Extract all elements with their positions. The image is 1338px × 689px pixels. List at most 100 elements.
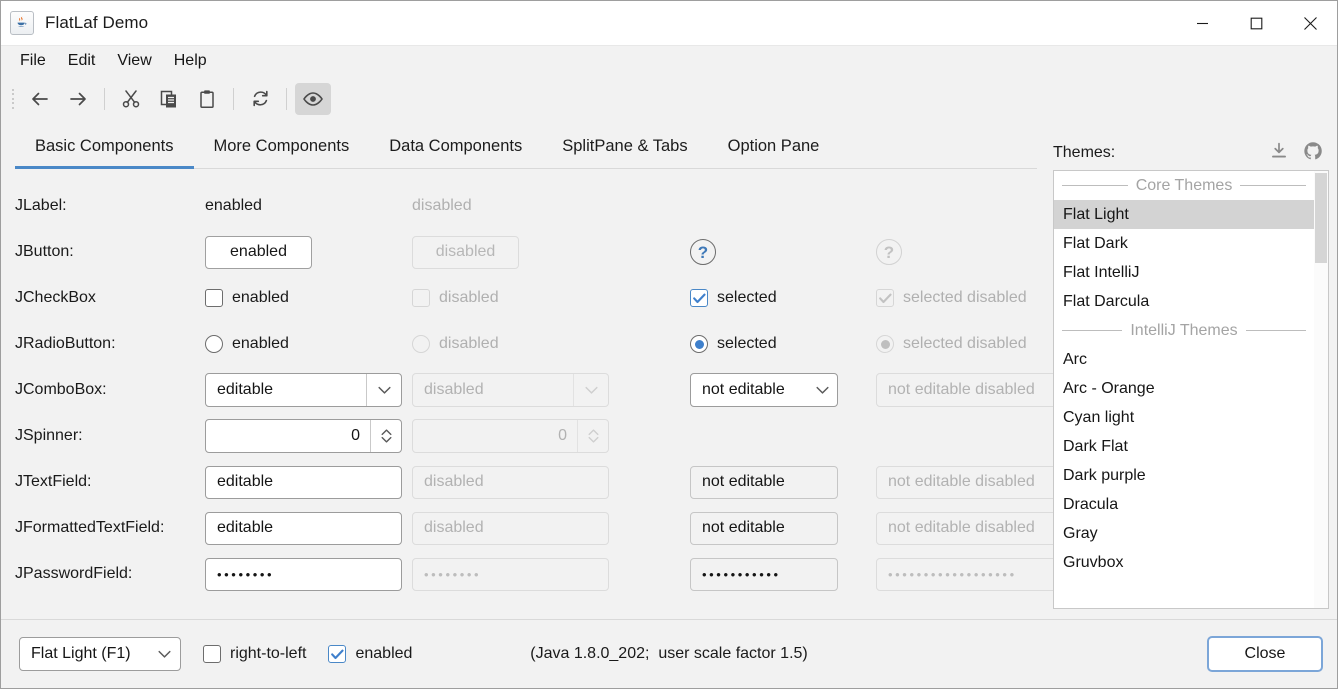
radio-disabled-label: disabled <box>439 335 499 352</box>
textfield-not-editable[interactable]: not editable <box>690 465 838 499</box>
right-to-left-checkbox[interactable]: right-to-left <box>203 645 306 663</box>
toolbar-drag-handle[interactable] <box>8 86 18 112</box>
spinner-stepper-icon <box>577 420 608 452</box>
menu-item-edit[interactable]: Edit <box>67 51 96 69</box>
list-item-flat-light[interactable]: Flat Light <box>1054 200 1314 229</box>
checkbox-disabled: disabled <box>412 289 690 307</box>
combobox-disabled: disabled <box>412 373 609 407</box>
checkbox-selected-label: selected <box>717 289 777 306</box>
menu-item-file[interactable]: File <box>20 51 46 69</box>
combobox-editable[interactable]: editable <box>205 373 402 407</box>
themes-list-items: Core Themes Flat Light Flat Dark Flat In… <box>1054 171 1314 608</box>
jbutton-enabled[interactable]: enabled <box>205 235 312 269</box>
theme-select-dropdown[interactable]: Flat Light (F1) <box>19 637 181 671</box>
radio-selected-icon <box>690 335 708 353</box>
list-item-dracula[interactable]: Dracula <box>1063 495 1119 513</box>
formattedfield-not-editable[interactable]: not editable <box>690 511 838 545</box>
menu-item-view[interactable]: View <box>117 51 152 69</box>
refresh-icon[interactable] <box>242 83 278 115</box>
close-button[interactable]: Close <box>1207 636 1323 672</box>
right-to-left-label: right-to-left <box>230 645 307 662</box>
bottom-bar: Flat Light (F1) right-to-left enabled (J… <box>1 619 1337 688</box>
maximize-icon[interactable] <box>1229 1 1283 45</box>
combobox-not-editable[interactable]: not editable <box>690 373 838 407</box>
jcheckbox-row-label: JCheckBox <box>15 289 96 306</box>
checkbox-disabled-label: disabled <box>439 289 499 306</box>
radio-icon <box>205 335 223 353</box>
radio-enabled[interactable]: enabled <box>205 335 412 353</box>
themes-list-scrollbar[interactable] <box>1314 171 1328 608</box>
eye-icon[interactable] <box>295 82 331 115</box>
passwordfield-disabled: •••••••• <box>412 557 609 591</box>
radio-disabled: disabled <box>412 335 690 353</box>
list-item-arc-orange[interactable]: Arc - Orange <box>1063 379 1155 397</box>
window-controls <box>1175 1 1337 45</box>
github-icon[interactable] <box>1303 141 1323 166</box>
minimize-icon[interactable] <box>1175 1 1229 45</box>
list-item-gruvbox[interactable]: Gruvbox <box>1063 553 1124 571</box>
chevron-down-icon[interactable] <box>366 374 401 406</box>
radio-selected[interactable]: selected <box>690 335 876 353</box>
jcombobox-row-label: JComboBox: <box>15 381 107 398</box>
list-item-dark-purple[interactable]: Dark purple <box>1063 466 1146 484</box>
close-icon[interactable] <box>1283 1 1337 45</box>
paste-icon[interactable] <box>189 83 225 115</box>
radio-selected-disabled-label: selected disabled <box>903 335 1027 352</box>
combobox-not-editable-value: not editable <box>702 381 785 398</box>
tab-data-components[interactable]: Data Components <box>389 137 523 155</box>
checkbox-selected-disabled-label: selected disabled <box>903 289 1027 306</box>
separator-label: IntelliJ Themes <box>1130 321 1238 339</box>
tab-splitpane-tabs[interactable]: SplitPane & Tabs <box>562 137 688 155</box>
toolbar <box>1 75 1337 122</box>
checkbox-enabled[interactable]: enabled <box>205 289 412 307</box>
tab-option-pane[interactable]: Option Pane <box>727 137 820 155</box>
jbutton-row-label: JButton: <box>15 243 74 260</box>
list-item-flat-intellij[interactable]: Flat IntelliJ <box>1063 263 1140 281</box>
list-item-dark-flat[interactable]: Dark Flat <box>1063 437 1128 455</box>
formattedfield-editable[interactable]: editable <box>205 511 402 545</box>
list-item-gray[interactable]: Gray <box>1063 524 1098 542</box>
forward-icon[interactable] <box>60 83 96 115</box>
list-item-arc[interactable]: Arc <box>1063 350 1087 368</box>
title-bar: FlatLaf Demo <box>1 1 1337 46</box>
spinner-value[interactable]: 0 <box>351 427 360 444</box>
help-button-enabled[interactable]: ? <box>690 239 716 265</box>
jformattedtextfield-row-label: JFormattedTextField: <box>15 519 165 536</box>
back-icon[interactable] <box>22 83 58 115</box>
radio-enabled-label: enabled <box>232 335 289 352</box>
spinner-disabled-value: 0 <box>558 427 567 444</box>
list-item-flat-darcula[interactable]: Flat Darcula <box>1063 292 1150 310</box>
enabled-label: enabled <box>355 645 413 662</box>
passwordfield-not-editable[interactable]: ••••••••••• <box>690 557 838 591</box>
scrollbar-thumb[interactable] <box>1315 173 1327 263</box>
menu-item-help[interactable]: Help <box>173 51 207 69</box>
components-pane: Basic Components More Components Data Co… <box>1 122 1098 619</box>
themes-header: Themes: <box>1053 136 1329 170</box>
download-icon[interactable] <box>1269 141 1289 166</box>
checkbox-selected[interactable]: selected <box>690 289 876 307</box>
radio-selected-disabled-icon <box>876 335 894 353</box>
spinner-enabled[interactable]: 0 <box>205 419 402 453</box>
themes-list[interactable]: Core Themes Flat Light Flat Dark Flat In… <box>1053 170 1329 609</box>
status-text: (Java 1.8.0_202; user scale factor 1.5) <box>530 645 808 662</box>
list-item-cyan-light[interactable]: Cyan light <box>1063 408 1135 426</box>
passwordfield-editable[interactable]: •••••••• <box>205 557 402 591</box>
tab-more-components[interactable]: More Components <box>213 137 350 155</box>
copy-icon[interactable] <box>151 83 187 115</box>
cut-icon[interactable] <box>113 83 149 115</box>
spinner-stepper-icon[interactable] <box>370 420 401 452</box>
jradiobutton-row-label: JRadioButton: <box>15 335 116 352</box>
checkbox-icon <box>412 289 430 307</box>
chevron-down-icon[interactable] <box>807 374 837 406</box>
combobox-editable-value[interactable]: editable <box>217 381 274 398</box>
theme-select-value: Flat Light (F1) <box>31 645 131 662</box>
jspinner-row-label: JSpinner: <box>15 427 83 444</box>
java-coffee-cup-icon <box>10 11 34 35</box>
enabled-checkbox[interactable]: enabled <box>328 645 412 663</box>
textfield-editable[interactable]: editable <box>205 465 402 499</box>
chevron-down-icon[interactable] <box>148 650 180 659</box>
list-item-flat-dark[interactable]: Flat Dark <box>1063 234 1128 252</box>
tab-basic-components[interactable]: Basic Components <box>15 137 194 169</box>
checkbox-selected-disabled: selected disabled <box>876 289 1106 307</box>
